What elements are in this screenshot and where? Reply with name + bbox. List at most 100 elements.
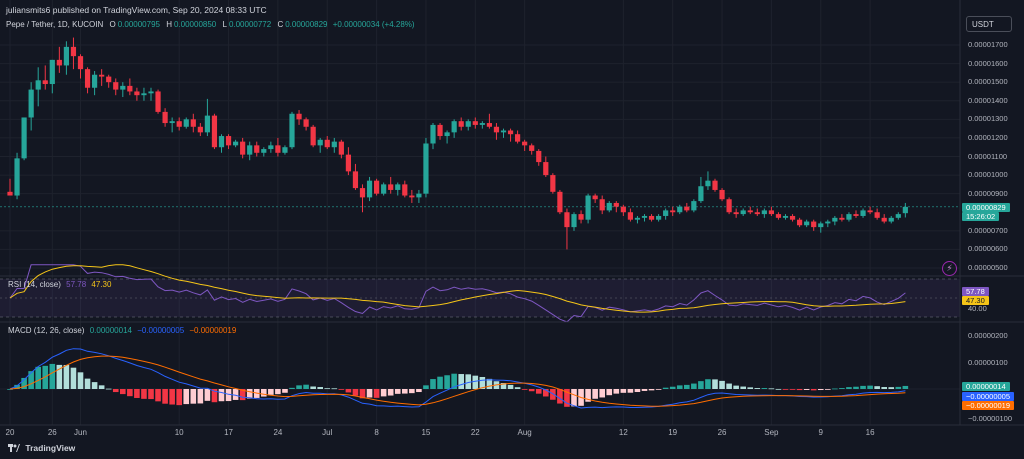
macd-legend[interactable]: MACD (12, 26, close) 0.00000014 −0.00000…: [8, 326, 236, 335]
macd-histogram-bar: [782, 389, 789, 390]
candle-body: [804, 221, 810, 226]
time-axis-label: Jun: [74, 428, 87, 437]
rsi-value: 57.78: [66, 280, 87, 289]
macd-series: [0, 348, 960, 409]
candle-body: [282, 147, 288, 153]
macd-histogram-bar: [669, 386, 676, 389]
candle-body: [296, 113, 302, 120]
open-value: 0.00000795: [117, 20, 160, 29]
candle-body: [620, 206, 626, 213]
macd-histogram-bar: [613, 389, 620, 394]
candle-body: [557, 191, 563, 213]
macd-histogram-bar: [550, 389, 556, 400]
candle-body: [437, 124, 443, 137]
macd-histogram-bar: [423, 385, 429, 389]
macd-histogram-bar: [733, 385, 739, 389]
macd-histogram-bar: [282, 389, 288, 393]
candle-body: [155, 91, 161, 112]
candle-body: [782, 215, 789, 218]
close-label: C: [277, 20, 284, 29]
macd-histogram-bar: [310, 386, 316, 389]
candlestick-series[interactable]: [7, 37, 908, 250]
candle-body: [247, 145, 253, 155]
candle-body: [874, 212, 880, 218]
macd-histogram-bar: [56, 364, 63, 389]
time-axis-label: 8: [374, 428, 379, 437]
time-axis-label: 20: [5, 428, 15, 437]
candle-body: [176, 121, 182, 127]
candle-body: [472, 121, 478, 125]
macd-histogram-bar: [712, 379, 718, 389]
candle-body: [451, 121, 457, 133]
macd-histogram-bar: [789, 389, 796, 390]
macd-line-tag: −0.00000005: [962, 392, 1015, 401]
candle-body: [670, 210, 676, 213]
currency-selector[interactable]: USDT: [966, 16, 1012, 32]
macd-histogram-bar: [211, 389, 218, 403]
candle-body: [430, 124, 436, 144]
macd-histogram-bar: [402, 389, 408, 394]
candle-body: [465, 121, 471, 127]
candle-body: [515, 134, 521, 142]
macd-histogram-bar: [331, 388, 338, 390]
macd-histogram-bar: [691, 383, 697, 389]
macd-histogram-bar: [409, 389, 415, 394]
candle-body: [747, 210, 753, 213]
candle-body: [254, 145, 260, 153]
macd-histogram-bar: [810, 389, 817, 391]
macd-histogram-bar: [860, 385, 866, 389]
macd-histogram-bar: [620, 389, 627, 393]
macd-histogram-bar: [458, 374, 464, 389]
candle-body: [775, 214, 782, 218]
lightning-icon[interactable]: ⚡: [942, 261, 957, 276]
rsi-legend[interactable]: RSI (14, close) 57.78 47.30: [8, 280, 111, 289]
candle-body: [141, 93, 147, 96]
candle-body: [895, 214, 901, 218]
macd-histogram-bar: [218, 389, 225, 402]
macd-histogram-bar: [352, 389, 359, 396]
candle-body: [374, 180, 380, 194]
price-axis-label: 0.00000900: [968, 188, 1008, 198]
candle-body: [536, 150, 542, 163]
candle-body: [381, 184, 387, 194]
high-value: 0.00000850: [173, 20, 217, 29]
footer-brand[interactable]: TradingView: [8, 443, 75, 453]
macd-histogram-bar: [261, 389, 267, 397]
candle-body: [352, 171, 359, 189]
candle-body: [99, 74, 105, 77]
price-axis-label: 0.00001600: [968, 58, 1008, 68]
candle-body: [92, 74, 98, 88]
price-axis-label: 0.00001500: [968, 77, 1008, 87]
macd-histogram-bar: [599, 389, 605, 398]
candle-body: [261, 149, 267, 153]
macd-histogram-bar: [275, 389, 281, 395]
macd-axis-label: −0.00000100: [968, 414, 1013, 423]
macd-histogram-bar: [380, 389, 387, 397]
candle-body: [303, 119, 309, 127]
price-axis-label: 0.00001400: [968, 95, 1008, 105]
macd-axis-label: 0.00000200: [968, 331, 1008, 340]
rsi-line: [9, 264, 906, 323]
candle-body: [338, 141, 344, 155]
low-label: L: [222, 20, 227, 29]
macd-histogram-bar: [627, 389, 634, 393]
last-price-tag: 0.00000829: [962, 203, 1010, 212]
candle-body: [648, 215, 655, 220]
candle-body: [162, 111, 168, 124]
macd-histogram-bar: [768, 388, 775, 390]
candle-body: [366, 180, 373, 198]
candle-body: [867, 210, 873, 213]
macd-histogram-bar: [176, 389, 182, 406]
macd-histogram-bar: [867, 385, 873, 389]
candle-body: [691, 201, 697, 211]
rsi-ma-line: [9, 264, 906, 313]
macd-histogram-bar: [42, 365, 49, 389]
macd-histogram-bar: [472, 375, 479, 389]
candle-body: [529, 145, 535, 151]
macd-histogram-bar: [35, 366, 41, 389]
macd-histogram-bar: [444, 375, 450, 389]
macd-histogram-bar: [28, 371, 34, 389]
candle-body: [627, 212, 633, 220]
macd-histogram-bar: [359, 389, 366, 399]
